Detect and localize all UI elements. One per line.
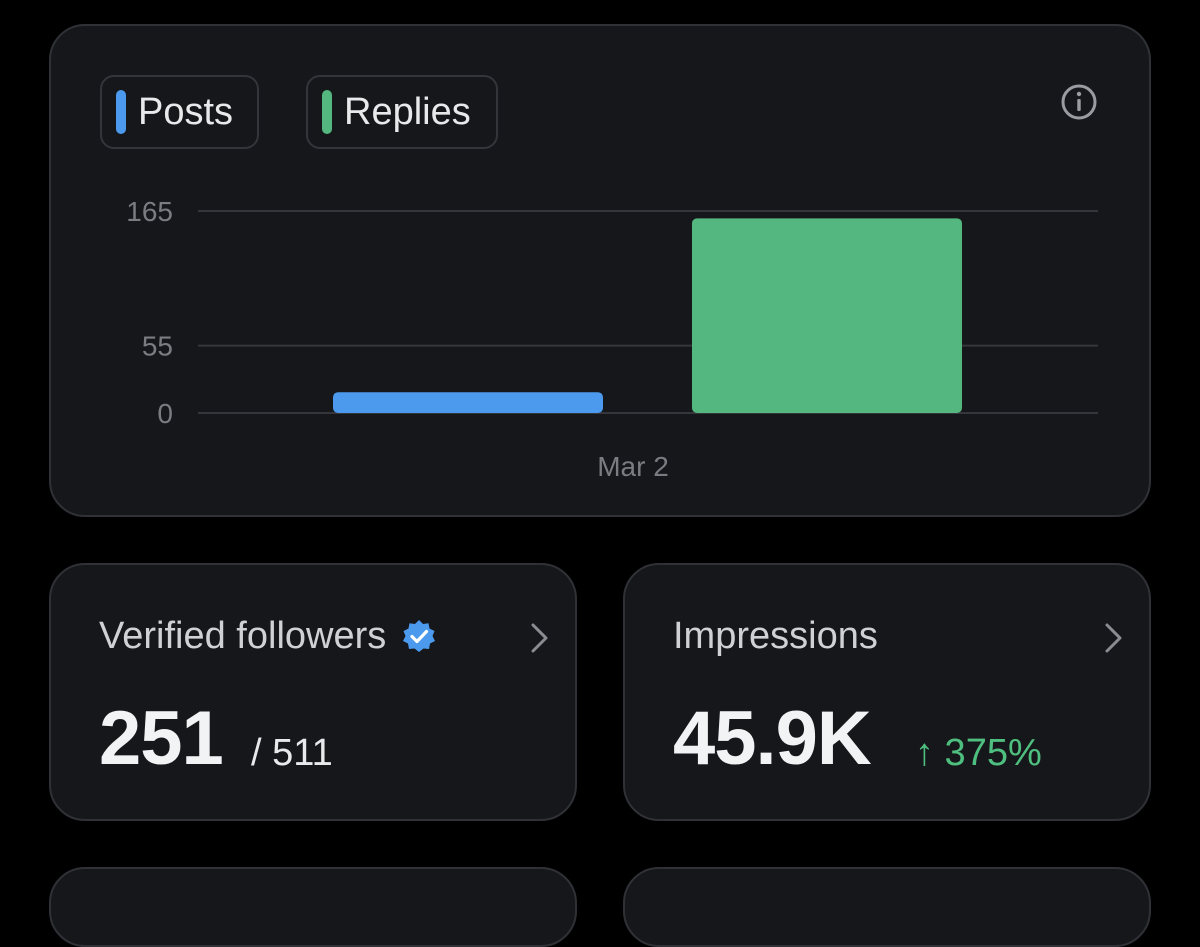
impressions-change: ↑ 375% [915, 732, 1042, 774]
y-tick-label-0: 0 [157, 398, 173, 429]
y-tick-label-165: 165 [126, 196, 173, 227]
impressions-card[interactable]: Impressions 45.9K ↑ 375% [623, 563, 1151, 821]
verified-followers-value: 251 [99, 696, 224, 781]
stat-card-partial-right[interactable] [623, 867, 1151, 947]
legend-replies-label: Replies [344, 90, 471, 133]
verified-followers-title-row: Verified followers [99, 615, 438, 658]
bar-replies-mar-2[interactable] [692, 218, 962, 413]
bar-chart: 0 55 165 Mar 2 [126, 196, 1098, 482]
replies-swatch [322, 90, 332, 134]
posts-replies-chart-card: Posts Replies 0 55 165 Mar 2 [49, 24, 1151, 517]
impressions-title: Impressions [673, 615, 878, 657]
chevron-right-icon[interactable] [527, 621, 553, 655]
legend-replies[interactable]: Replies [306, 75, 498, 149]
impressions-value: 45.9K [673, 696, 872, 781]
verified-followers-card[interactable]: Verified followers 251 / 511 [49, 563, 577, 821]
verified-badge-icon [403, 619, 436, 652]
posts-swatch [116, 90, 126, 134]
verified-followers-title: Verified followers [99, 615, 387, 657]
stat-card-partial-left[interactable] [49, 867, 577, 947]
y-tick-label-55: 55 [142, 331, 173, 362]
info-icon[interactable] [1059, 82, 1099, 122]
bar-posts-mar-2[interactable] [333, 392, 603, 413]
legend-posts-label: Posts [138, 90, 234, 133]
legend-posts[interactable]: Posts [100, 75, 259, 149]
total-followers-value: / 511 [251, 732, 333, 774]
chevron-right-icon[interactable] [1101, 621, 1127, 655]
x-axis-label-mar-2: Mar 2 [597, 451, 669, 482]
